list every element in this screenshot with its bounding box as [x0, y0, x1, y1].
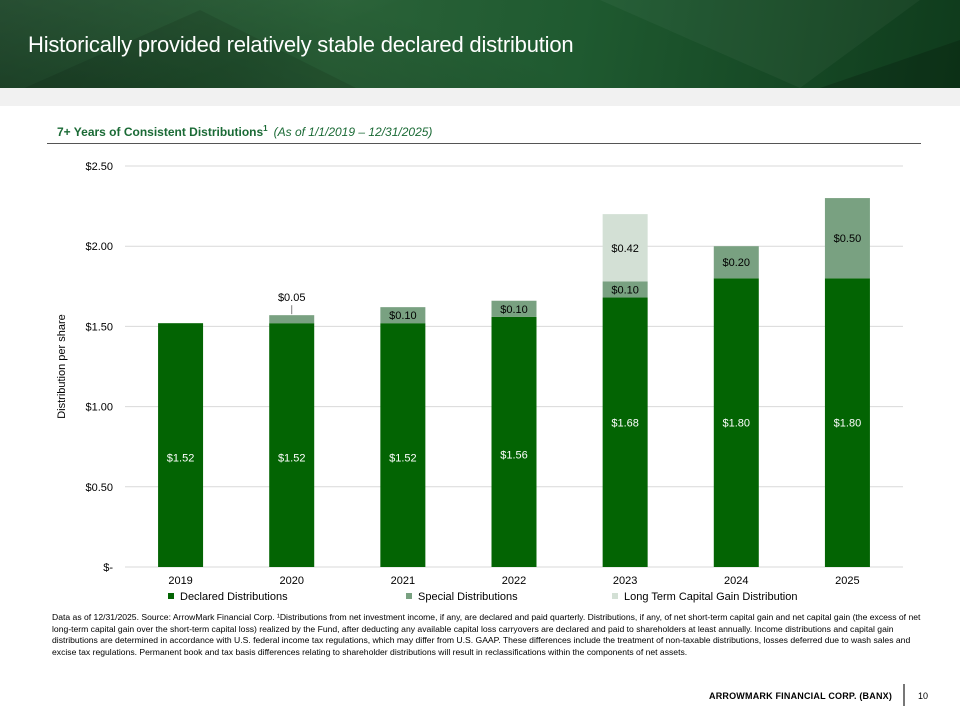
bars: $1.52 $1.52 $0.05 $1.52 $0.10 $1.56 $0.10 $1.68…: [158, 198, 870, 567]
x-tick-label: 2021: [391, 575, 415, 587]
legend-swatch: [612, 593, 618, 599]
y-tick-label: $1.00: [85, 402, 113, 414]
y-tick-label: $-: [103, 562, 113, 574]
legend-label: Declared Distributions: [180, 591, 288, 603]
bar-declared-distributions-2022: [491, 316, 537, 567]
bar-declared-distributions-2025: [824, 278, 870, 567]
bar-data-label: $0.05: [278, 292, 306, 304]
bar-declared-distributions-2024: [713, 278, 759, 567]
bar-data-label: $0.10: [389, 310, 417, 322]
y-tick-label: $1.50: [85, 321, 113, 333]
x-tick-label: 2025: [835, 575, 859, 587]
bar-data-label: $1.56: [500, 449, 528, 461]
legend-label: Long Term Capital Gain Distribution: [624, 591, 797, 603]
x-axis-ticks: 2019 2020 2021 2022 2023 2024 2025: [168, 575, 859, 587]
bar-special-distributions-2020: [269, 315, 315, 324]
bar-data-label: $1.52: [278, 452, 306, 464]
y-tick-label: $2.00: [85, 241, 113, 253]
bar-data-label: $1.80: [834, 418, 862, 430]
bar-data-label: $0.10: [611, 285, 639, 297]
page-number: 10: [918, 691, 929, 701]
subtitle-divider: [47, 143, 921, 144]
bar-declared-distributions-2020: [269, 323, 315, 567]
header-decoration: [20, 10, 360, 88]
y-axis-label: Distribution per share: [56, 314, 68, 419]
header-band: [0, 88, 960, 106]
x-tick-label: 2022: [502, 575, 526, 587]
header-decoration: [600, 0, 920, 88]
bar-data-label: $1.80: [723, 418, 751, 430]
header-banner: Historically provided relatively stable …: [0, 0, 960, 88]
legend-label: Special Distributions: [418, 591, 518, 603]
page-title: Historically provided relatively stable …: [28, 32, 574, 57]
distribution-chart: $- $0.50 $1.00 $1.50 $2.00 $2.50 Distribution…: [56, 161, 903, 603]
subtitle-main: 7+ Years of Consistent Distributions: [57, 125, 264, 139]
legend-swatch: [406, 593, 412, 599]
x-tick-label: 2020: [279, 575, 303, 587]
bar-data-label: $0.50: [834, 233, 862, 245]
y-tick-label: $2.50: [85, 161, 113, 173]
bar-data-label: $0.42: [611, 243, 639, 255]
subtitle-as-of: (As of 1/1/2019 – 12/31/2025): [273, 125, 433, 139]
bar-long-term-capital-gain-distribution-2023: [602, 214, 648, 282]
legend: Declared Distributions Special Distributi…: [168, 591, 797, 603]
x-tick-label: 2023: [613, 575, 637, 587]
footer-company-name: ARROWMARK FINANCIAL CORP. (BANX): [709, 691, 893, 701]
bar-special-distributions-2022: [491, 300, 537, 317]
y-axis-ticks: $- $0.50 $1.00 $1.50 $2.00 $2.50: [85, 161, 113, 574]
subtitle-footnote-marker: 1: [263, 124, 268, 133]
bar-special-distributions-2023: [602, 281, 648, 298]
x-tick-label: 2019: [168, 575, 192, 587]
chart-subtitle: 7+ Years of Consistent Distributions1 (As…: [57, 124, 432, 139]
bar-declared-distributions-2019: [158, 323, 204, 567]
bar-special-distributions-2021: [380, 307, 426, 324]
footer-divider: [903, 684, 905, 706]
y-tick-label: $0.50: [85, 482, 113, 494]
bar-data-label: $1.68: [611, 418, 639, 430]
bar-special-distributions-2024: [713, 246, 759, 279]
bar-data-label: $1.52: [389, 452, 417, 464]
bar-special-distributions-2025: [824, 198, 870, 279]
bar-declared-distributions-2021: [380, 323, 426, 567]
bar-declared-distributions-2023: [602, 297, 648, 567]
bar-data-label: $0.10: [500, 304, 528, 316]
header-decoration: [820, 40, 960, 88]
x-tick-label: 2024: [724, 575, 748, 587]
bar-data-label: $0.20: [723, 257, 751, 269]
footnote: Data as of 12/31/2025. Source: ArrowMark…: [52, 612, 921, 657]
legend-swatch: [168, 593, 174, 599]
bar-data-label: $1.52: [167, 452, 195, 464]
